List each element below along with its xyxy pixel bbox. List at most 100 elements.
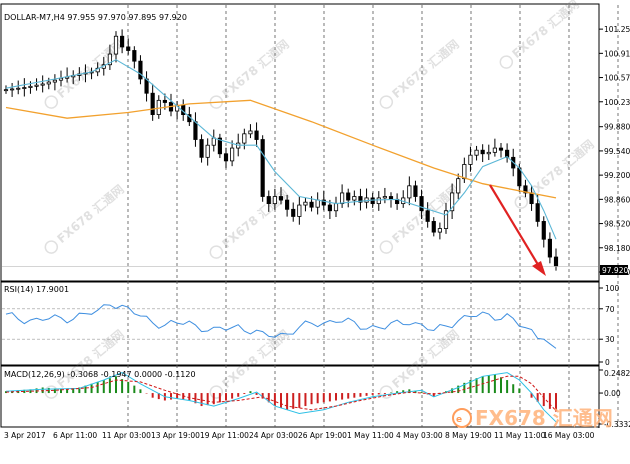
axis-layer: 3 Apr 2017 6 Apr 11:00 11 Apr 03:00 13 Apr … (4, 25, 630, 440)
x-tick-label: 19 Apr 11:00 (200, 431, 249, 440)
candle-body (285, 199, 290, 210)
candle-body (22, 87, 27, 89)
candle-body (278, 196, 284, 201)
y-tick-label: 99.540 (604, 147, 630, 156)
x-tick-label: 16 May 03:00 (543, 431, 595, 440)
fx678-logo-icon (499, 55, 514, 69)
candle-body (370, 197, 375, 205)
x-tick-label: 13 Apr 19:00 (151, 431, 200, 440)
fx678-logo-icon (209, 245, 224, 259)
x-tick-label: 6 Apr 11:00 (53, 431, 97, 440)
candle-body (150, 92, 155, 115)
candle-body (303, 201, 308, 206)
y-tick-label: 98.520 (604, 220, 630, 229)
candle-body (126, 46, 131, 51)
candle-body (46, 81, 51, 85)
candle-body (431, 221, 436, 233)
price-pane-title: DOLLAR-M7,H4 97.955 97.970 97.895 97.920 (4, 13, 187, 22)
candle-body (333, 203, 339, 212)
x-tick-label: 11 Apr 03:00 (102, 431, 151, 440)
macd-tick-label: -0.3332 (604, 420, 630, 429)
price-pane (2, 29, 598, 271)
x-tick-label: 8 May 19:00 (445, 431, 492, 440)
macd-signal-line (5, 375, 557, 412)
candle-body (492, 147, 497, 153)
candle-body (132, 50, 137, 62)
candle-body (193, 121, 198, 140)
y-tick-label: 100.910 (604, 49, 630, 58)
candle-body (297, 204, 302, 217)
macd-tick-label: 0.2482 (604, 369, 630, 378)
candle-body (547, 238, 552, 258)
candle-body (28, 85, 33, 88)
candle-body (468, 154, 473, 165)
y-tick-label: 101.250 (604, 25, 630, 34)
candle-body (120, 35, 125, 48)
candle-body (523, 185, 528, 194)
rsi-pane (2, 304, 598, 349)
candle-body (260, 139, 265, 197)
candle-body (34, 84, 39, 87)
candle-body (498, 147, 504, 151)
candle-body (199, 139, 204, 158)
candle-body (223, 153, 229, 162)
x-tick-label: 26 Apr 19:00 (298, 431, 347, 440)
y-tick-label: 99.880 (604, 123, 630, 132)
fx678-logo-icon (379, 95, 394, 109)
candle-body (315, 199, 320, 208)
fx678-logo-icon (44, 385, 59, 399)
macd-pane-title: MACD(12,26,9) -0.3068 -0.1947 0.0000 -0.… (4, 370, 196, 379)
candle-body (352, 196, 357, 201)
fx678-logo-icon (44, 240, 59, 254)
fx678-logo-icon (379, 240, 394, 254)
corner-watermark: e FX678 汇通网 (452, 406, 613, 430)
macd-line (5, 372, 557, 423)
candle-body (162, 99, 167, 103)
fast-moving-average-line (5, 59, 557, 240)
candle-body (413, 185, 418, 197)
candle-body (419, 196, 424, 212)
candle-body (248, 130, 253, 135)
y-tick-label: 100.230 (604, 98, 630, 107)
candle-body (340, 192, 345, 205)
fx678-logo-icon (44, 95, 59, 109)
rsi-tick-label: 100 (605, 284, 620, 293)
rsi-tick-label: 30 (605, 335, 615, 344)
candle-body (10, 88, 15, 91)
candle-body (529, 192, 534, 205)
candle-body (553, 256, 559, 267)
corner-watermark-text: FX678 汇通网 (475, 406, 613, 430)
y-tick-label: 99.200 (604, 171, 630, 180)
rsi-tick-label: 0 (605, 358, 610, 367)
rsi-line (5, 304, 557, 349)
candle-body (480, 149, 485, 155)
candle-body (425, 210, 430, 222)
candle-body (541, 221, 546, 240)
candle-body (443, 210, 449, 229)
x-tick-label: 4 May 03:00 (396, 431, 443, 440)
candle-body (450, 192, 455, 212)
rsi-pane-title: RSI(14) 17.9001 (4, 285, 69, 294)
candle-body (456, 178, 461, 194)
candle-body (52, 79, 57, 83)
candle-body (388, 196, 394, 200)
candle-body (358, 196, 363, 203)
candle-body (309, 201, 314, 208)
candle-body (474, 149, 479, 156)
candle-body (3, 89, 9, 92)
candle-body (107, 53, 112, 66)
candle-body (291, 208, 296, 217)
candle-body (230, 147, 235, 162)
current-price-label-bg (600, 265, 628, 275)
macd-tick-label: 0.00 (604, 389, 621, 398)
x-tick-label: 1 May 11:00 (347, 431, 394, 440)
candle-body (266, 196, 271, 205)
candle-body (138, 60, 143, 80)
rsi-tick-label: 70 (605, 305, 615, 314)
candle-body (16, 87, 21, 90)
candle-body (321, 199, 326, 206)
candle-body (211, 137, 216, 146)
slow-moving-average-line (5, 99, 557, 199)
